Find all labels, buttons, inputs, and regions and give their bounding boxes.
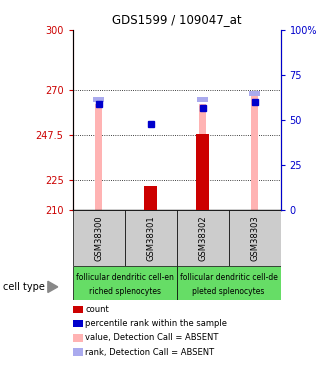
Text: riched splenocytes: riched splenocytes [88, 287, 161, 296]
Bar [73, 210, 124, 266]
Bar [95, 104, 102, 210]
Bar [93, 97, 104, 102]
Bar [73, 266, 177, 300]
Text: value, Detection Call = ABSENT: value, Detection Call = ABSENT [85, 333, 218, 342]
Bar [196, 134, 209, 210]
Bar [177, 210, 228, 266]
Text: rank, Detection Call = ABSENT: rank, Detection Call = ABSENT [85, 348, 214, 357]
Polygon shape [48, 281, 58, 292]
Bar [197, 97, 208, 102]
Bar [249, 91, 260, 96]
Text: percentile rank within the sample: percentile rank within the sample [85, 319, 227, 328]
Bar [144, 186, 157, 210]
Text: follicular dendritic cell-de: follicular dendritic cell-de [180, 273, 278, 282]
Text: count: count [85, 305, 109, 314]
Text: GSM38301: GSM38301 [146, 215, 155, 261]
Bar [199, 104, 206, 210]
Bar [228, 210, 280, 266]
Bar [124, 210, 177, 266]
Text: follicular dendritic cell-en: follicular dendritic cell-en [76, 273, 174, 282]
Bar [251, 94, 258, 210]
Text: GSM38300: GSM38300 [94, 215, 103, 261]
Text: pleted splenocytes: pleted splenocytes [192, 287, 265, 296]
Text: cell type: cell type [3, 282, 45, 292]
Text: GSM38302: GSM38302 [198, 215, 207, 261]
Text: GDS1599 / 109047_at: GDS1599 / 109047_at [112, 13, 241, 26]
Text: GSM38303: GSM38303 [250, 215, 259, 261]
Bar [177, 266, 280, 300]
